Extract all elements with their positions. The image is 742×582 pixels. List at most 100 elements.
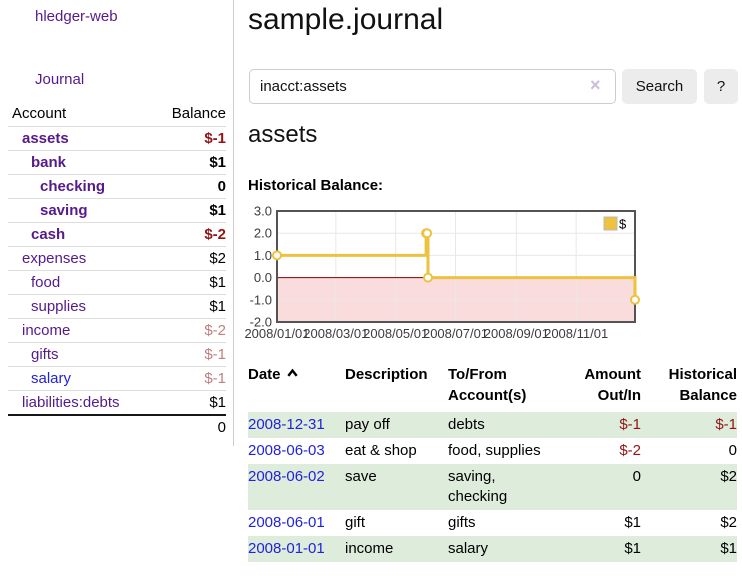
- transaction-amount: $1: [624, 514, 641, 531]
- clear-search-icon[interactable]: ×: [590, 75, 601, 95]
- y-tick-label: 1.0: [254, 248, 272, 263]
- data-point-marker: [272, 250, 282, 261]
- data-point-marker: [423, 272, 433, 283]
- account-row: food $1: [8, 270, 226, 295]
- description-column-header: Description: [345, 366, 428, 383]
- account-heading: assets: [248, 121, 318, 148]
- register-header-row: Date Description To/From Account(s) Amou…: [248, 362, 737, 412]
- legend-swatch: [603, 216, 618, 231]
- accounts-header-row: Account Balance: [8, 103, 226, 127]
- account-balance: $-1: [151, 366, 226, 391]
- y-tick-label: -1.0: [250, 292, 272, 307]
- transaction-date-link[interactable]: 2008-06-02: [248, 468, 325, 485]
- transaction-amount: $-2: [619, 442, 641, 459]
- transaction-description: save: [345, 468, 377, 485]
- account-balance: 0: [151, 174, 226, 199]
- account-row: supplies $1: [8, 294, 226, 319]
- transaction-balance: $1: [720, 540, 737, 557]
- data-point-marker: [630, 294, 640, 305]
- sidebar-item-journal[interactable]: Journal: [35, 71, 85, 88]
- account-link[interactable]: income: [22, 322, 71, 339]
- account-link[interactable]: gifts: [31, 346, 59, 363]
- account-row: expenses $2: [8, 246, 226, 271]
- account-row: gifts $-1: [8, 342, 226, 367]
- transaction-accounts: food, supplies: [448, 442, 541, 459]
- account-balance: $1: [151, 270, 226, 295]
- transaction-balance: $-1: [715, 416, 737, 433]
- account-link[interactable]: supplies: [31, 298, 87, 315]
- app-title-link[interactable]: hledger-web: [35, 8, 118, 25]
- account-balance: $1: [151, 390, 226, 415]
- date-column-header[interactable]: Date: [248, 362, 345, 412]
- account-link[interactable]: assets: [22, 130, 69, 147]
- account-balance: $1: [151, 198, 226, 223]
- y-tick-label: -2.0: [250, 315, 272, 330]
- transaction-description: eat & shop: [345, 442, 417, 459]
- transaction-row: 2008-01-01 income salary $1 $1: [248, 536, 737, 562]
- account-row: cash $-2: [8, 222, 226, 247]
- search-button[interactable]: Search: [622, 69, 697, 104]
- account-balance: $2: [151, 246, 226, 271]
- date-header-label: Date: [248, 366, 281, 383]
- amount-column-header: Amount Out/In: [584, 366, 641, 404]
- account-link[interactable]: bank: [31, 154, 67, 171]
- transaction-date-link[interactable]: 2008-06-01: [248, 514, 325, 531]
- transaction-description: gift: [345, 514, 366, 531]
- account-row: bank $1: [8, 150, 226, 175]
- y-tick-label: 3.0: [254, 204, 272, 219]
- x-tick-label: 2008/09/01: [484, 326, 549, 341]
- help-button[interactable]: ?: [704, 69, 738, 104]
- y-tick-label: 0.0: [254, 270, 272, 285]
- transaction-date-link[interactable]: 2008-06-03: [248, 442, 325, 459]
- account-link[interactable]: checking: [40, 178, 106, 195]
- transaction-balance: 0: [728, 442, 737, 459]
- transaction-accounts: saving, checking: [448, 468, 508, 505]
- account-row: income $-2: [8, 318, 226, 343]
- account-row: assets $-1: [8, 126, 226, 151]
- sidebar-divider: [233, 0, 234, 446]
- data-point-marker: [422, 228, 433, 239]
- account-balance: $-2: [151, 222, 226, 247]
- x-tick-label: 2008/11/01: [544, 326, 608, 341]
- register-table: Date Description To/From Account(s) Amou…: [248, 362, 737, 562]
- account-link[interactable]: liabilities:debts: [22, 394, 120, 411]
- transaction-row: 2008-12-31 pay off debts $-1 $-1: [248, 412, 737, 438]
- transaction-date-link[interactable]: 2008-01-01: [248, 540, 325, 557]
- transaction-accounts: debts: [448, 416, 485, 433]
- transaction-amount: $1: [624, 540, 641, 557]
- account-row: salary $-1: [8, 366, 226, 391]
- x-tick-label: 2008/05/01: [363, 326, 428, 341]
- transaction-balance: $2: [720, 514, 737, 531]
- account-balance: $-2: [151, 318, 226, 343]
- account-balance: $-1: [151, 126, 226, 151]
- account-link[interactable]: salary: [31, 370, 72, 387]
- accounts-total-value: 0: [8, 414, 226, 439]
- historical-balance-label: Historical Balance:: [248, 177, 384, 194]
- x-tick-label: 2008/03/01: [303, 326, 368, 341]
- historical-column-header: Historical Balance: [668, 366, 737, 404]
- plot-border: [276, 210, 636, 323]
- account-link[interactable]: food: [31, 274, 61, 291]
- transaction-accounts: salary: [448, 540, 489, 557]
- account-balance: $1: [151, 294, 226, 319]
- legend-label: $: [619, 217, 627, 232]
- transaction-date-link[interactable]: 2008-12-31: [248, 416, 325, 433]
- search-form: × Search ?: [249, 69, 738, 105]
- search-input[interactable]: [249, 69, 616, 104]
- transaction-row: 2008-06-03 eat & shop food, supplies $-2 0: [248, 438, 737, 464]
- tofrom-column-header: To/From Account(s): [448, 366, 527, 404]
- account-link[interactable]: expenses: [22, 250, 87, 267]
- transaction-row: 2008-06-01 gift gifts $1 $2: [248, 510, 737, 536]
- account-link[interactable]: saving: [40, 202, 88, 219]
- account-balance: $1: [151, 150, 226, 175]
- account-column-header: Account: [12, 105, 67, 122]
- sort-ascending-icon: [286, 365, 299, 386]
- accounts-balance-table: Account Balance assets $-1 bank $1 checking 0…: [8, 103, 226, 439]
- transaction-row: 2008-06-02 save saving, checking 0 $2: [248, 464, 737, 510]
- transaction-balance: $2: [720, 468, 737, 485]
- transaction-description: pay off: [345, 416, 390, 433]
- x-tick-label: 2008/01/01: [244, 326, 309, 341]
- balance-chart: 3.0 2.0 1.0 0.0 -1.0 -2.02008/01/012008/03/01…: [244, 204, 640, 341]
- transaction-amount: 0: [632, 468, 641, 485]
- account-link[interactable]: cash: [31, 226, 66, 243]
